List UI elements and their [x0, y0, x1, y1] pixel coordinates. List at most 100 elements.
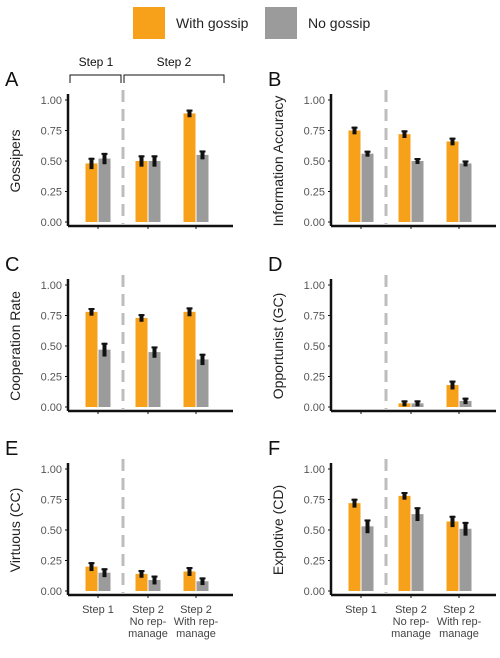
panel-letter-c: C — [5, 254, 19, 276]
panel-b: B Information Accuracy 0.00 0.25 0.50 0.75 1.0… — [268, 69, 496, 229]
y-tick-label-c: 0.50 — [41, 341, 62, 353]
bar-a-no-gossip — [98, 158, 111, 222]
panel-d: D Opportunist (GC) 0.00 0.25 0.50 0.75 1.00 — [268, 254, 496, 414]
bar-b-no-gossip — [361, 153, 374, 222]
bar-b-with-gossip — [446, 141, 459, 222]
y-tick-label-a: 1.00 — [41, 95, 62, 107]
bar-f-no-gossip — [361, 526, 374, 591]
bar-e-with-gossip — [85, 566, 98, 591]
y-tick-label-f: 0.50 — [304, 525, 325, 537]
panels: A Gossipers 0.00 0.25 0.50 0.75 1.00 B Informati… — [5, 69, 496, 640]
y-tick-label-e: 0.75 — [41, 495, 62, 507]
legend-swatch-with-gossip — [133, 7, 165, 39]
y-tick-label-a: 0.75 — [41, 126, 62, 138]
bar-a-with-gossip — [135, 161, 148, 222]
y-axis-title-c: Cooperation Rate — [7, 291, 23, 401]
panel-e: E Virtuous (CC) 0.00 0.25 0.50 0.75 1.00 Step 1… — [5, 438, 233, 640]
bar-c-with-gossip — [135, 317, 148, 407]
step1-bracket — [69, 74, 122, 83]
y-tick-label-d: 0.00 — [304, 402, 325, 414]
y-tick-label-a: 0.25 — [41, 187, 62, 199]
y-tick-label-d: 0.75 — [304, 311, 325, 323]
bar-c-no-gossip — [148, 352, 161, 407]
step-brackets: Step 1 Step 2 — [69, 55, 225, 83]
x-category-label-e: manage — [176, 628, 216, 640]
x-category-label-e: manage — [128, 628, 168, 640]
y-tick-label-d: 0.25 — [304, 372, 325, 384]
y-tick-label-c: 0.25 — [41, 372, 62, 384]
x-category-label-f: manage — [391, 628, 431, 640]
panel-letter-d: D — [268, 254, 282, 276]
x-category-label-e: Step 2 — [132, 604, 164, 616]
step2-bracket — [123, 74, 225, 83]
y-axis-title-a: Gossipers — [7, 129, 23, 192]
step2-bracket-label: Step 2 — [157, 55, 192, 69]
bar-a-no-gossip — [148, 161, 161, 222]
panel-letter-b: B — [268, 69, 281, 91]
panel-c: C Cooperation Rate 0.00 0.25 0.50 0.75 1.00 — [5, 254, 233, 414]
bar-e-no-gossip — [148, 580, 161, 591]
x-category-label-e: With rep- — [174, 616, 219, 628]
y-tick-label-b: 0.00 — [304, 217, 325, 229]
bar-d-with-gossip — [446, 385, 459, 407]
y-tick-label-f: 0.75 — [304, 495, 325, 507]
bar-c-no-gossip — [98, 349, 111, 407]
bar-f-with-gossip — [398, 495, 411, 591]
legend-label-with-gossip: With gossip — [176, 15, 249, 31]
x-category-label-f: Step 1 — [345, 604, 377, 616]
bar-a-with-gossip — [183, 113, 196, 222]
legend-label-no-gossip: No gossip — [308, 15, 370, 31]
bar-b-with-gossip — [398, 134, 411, 222]
y-tick-label-c: 0.75 — [41, 311, 62, 323]
bar-b-with-gossip — [348, 130, 361, 222]
x-category-label-e: Step 2 — [180, 604, 212, 616]
bar-c-with-gossip — [183, 311, 196, 407]
x-category-label-f: With rep- — [437, 616, 482, 628]
bar-e-with-gossip — [183, 571, 196, 591]
bar-a-with-gossip — [85, 163, 98, 222]
bar-f-no-gossip — [459, 528, 472, 591]
bar-e-with-gossip — [135, 573, 148, 591]
panel-letter-f: F — [268, 438, 280, 460]
x-category-label-e: No rep- — [130, 616, 167, 628]
y-axis-title-b: Information Accuracy — [270, 96, 286, 227]
y-axis-title-d: Opportunist (GC) — [270, 293, 286, 400]
y-tick-label-d: 0.50 — [304, 341, 325, 353]
x-category-label-f: manage — [439, 628, 479, 640]
bar-c-no-gossip — [196, 359, 209, 407]
y-tick-label-f: 0.25 — [304, 556, 325, 568]
x-category-label-f: Step 2 — [395, 604, 427, 616]
y-tick-label-e: 1.00 — [41, 464, 62, 476]
y-tick-label-a: 0.00 — [41, 217, 62, 229]
bar-e-no-gossip — [98, 572, 111, 591]
bar-c-with-gossip — [85, 311, 98, 407]
bar-f-with-gossip — [446, 521, 459, 591]
y-tick-label-f: 1.00 — [304, 464, 325, 476]
y-tick-label-c: 1.00 — [41, 280, 62, 292]
panel-letter-a: A — [5, 69, 19, 91]
y-tick-label-e: 0.50 — [41, 525, 62, 537]
y-tick-label-b: 0.75 — [304, 126, 325, 138]
y-tick-label-d: 1.00 — [304, 280, 325, 292]
bar-b-no-gossip — [411, 161, 424, 222]
legend-swatch-no-gossip — [265, 7, 297, 39]
y-tick-label-a: 0.50 — [41, 156, 62, 168]
bar-e-no-gossip — [196, 581, 209, 591]
y-tick-label-f: 0.00 — [304, 586, 325, 598]
panel-f: F Explotive (CD) 0.00 0.25 0.50 0.75 1.00 Step … — [268, 438, 496, 640]
x-category-label-e: Step 1 — [82, 604, 114, 616]
y-axis-title-f: Explotive (CD) — [270, 485, 286, 575]
bar-f-with-gossip — [348, 503, 361, 591]
panel-letter-e: E — [5, 438, 18, 460]
step1-bracket-label: Step 1 — [79, 55, 114, 69]
x-category-label-f: Step 2 — [443, 604, 475, 616]
legend: With gossip No gossip — [133, 7, 370, 39]
y-axis-title-e: Virtuous (CC) — [7, 488, 23, 573]
y-tick-label-e: 0.00 — [41, 586, 62, 598]
y-tick-label-b: 1.00 — [304, 95, 325, 107]
bar-f-no-gossip — [411, 514, 424, 591]
x-category-label-f: No rep- — [393, 616, 430, 628]
bar-a-no-gossip — [196, 154, 209, 222]
bar-b-no-gossip — [459, 163, 472, 222]
